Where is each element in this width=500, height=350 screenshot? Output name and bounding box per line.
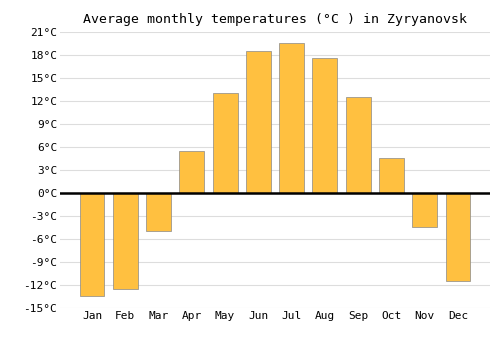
Bar: [80, 193, 104, 296]
Bar: [379, 158, 404, 193]
Bar: [346, 97, 370, 193]
Bar: [146, 193, 171, 231]
Bar: [246, 51, 271, 193]
Bar: [180, 150, 204, 193]
Bar: [412, 193, 437, 228]
Bar: [212, 93, 238, 193]
Bar: [279, 43, 304, 193]
Bar: [312, 58, 338, 193]
Bar: [446, 193, 470, 281]
Bar: [113, 193, 138, 289]
Title: Average monthly temperatures (°C ) in Zyryanovsk: Average monthly temperatures (°C ) in Zy…: [83, 13, 467, 26]
